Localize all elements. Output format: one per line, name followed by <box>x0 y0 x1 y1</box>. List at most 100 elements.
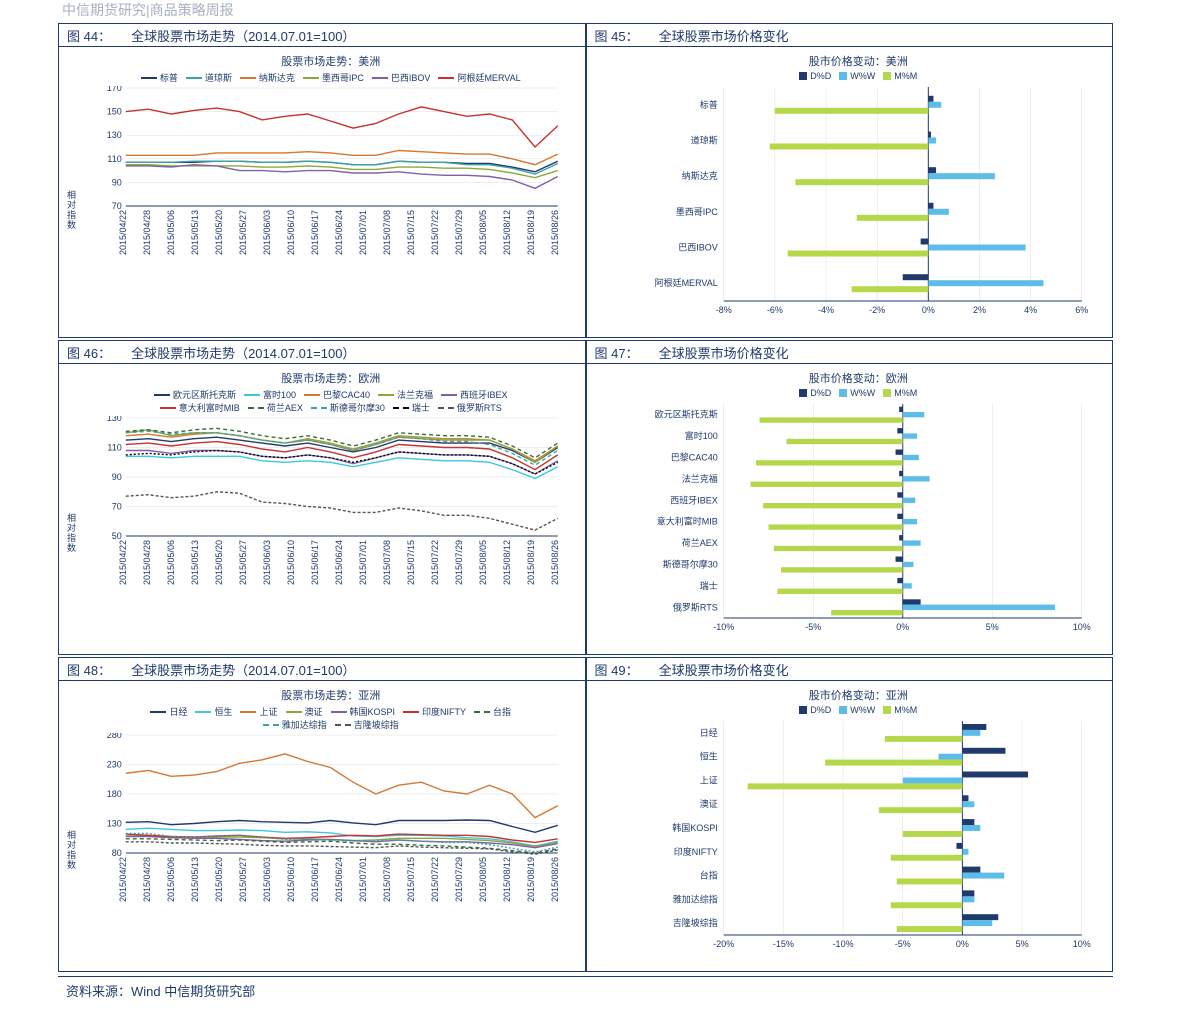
legend-item: 瑞士 <box>393 401 430 414</box>
legend-item: 法兰克福 <box>378 388 433 401</box>
svg-text:墨西哥IPC: 墨西哥IPC <box>675 207 718 217</box>
y-axis-label: 相对指数 <box>65 830 78 870</box>
svg-text:意大利富时MIB: 意大利富时MIB <box>656 516 717 527</box>
svg-text:2015/04/22: 2015/04/22 <box>118 540 128 585</box>
svg-text:台指: 台指 <box>699 870 717 881</box>
chart-45: 图 45： 全球股票市场价格变化 股市价格变动：美洲D%DW%WM%M-8%-6… <box>586 23 1114 338</box>
svg-text:230: 230 <box>107 760 122 770</box>
svg-text:吉隆坡综指: 吉隆坡综指 <box>672 917 717 928</box>
chart-inner-title: 股市价格变动：欧洲 <box>617 370 1101 386</box>
legend: 日经恒生上证澳证韩国KOSPI印度NIFTY台指雅加达综指吉隆坡综指 <box>89 705 573 731</box>
legend-item: W%W <box>839 388 875 398</box>
svg-text:2015/05/13: 2015/05/13 <box>190 210 200 255</box>
legend-item: 巴西IBOV <box>372 71 431 84</box>
y-axis-label: 相对指数 <box>65 513 78 553</box>
chart-header: 图 47： 全球股票市场价格变化 <box>587 341 1113 364</box>
svg-text:2015/06/24: 2015/06/24 <box>334 540 344 585</box>
svg-text:2015/07/01: 2015/07/01 <box>358 540 368 585</box>
svg-text:180: 180 <box>107 789 122 799</box>
legend: D%DW%WM%M <box>617 705 1101 715</box>
legend-item: 意大利富时MIB <box>160 401 240 414</box>
svg-text:2015/07/01: 2015/07/01 <box>358 210 368 255</box>
fig-num: 图 46： <box>67 343 111 362</box>
fig-title: 全球股票市场走势（2014.07.01=100） <box>131 660 355 679</box>
svg-text:印度NIFTY: 印度NIFTY <box>673 846 717 857</box>
svg-text:2015/07/08: 2015/07/08 <box>382 210 392 255</box>
svg-text:2015/08/26: 2015/08/26 <box>550 857 560 902</box>
svg-text:-10%: -10% <box>713 622 734 632</box>
legend-item: 台指 <box>474 705 511 718</box>
svg-text:0%: 0% <box>896 622 909 632</box>
svg-text:2015/05/20: 2015/05/20 <box>214 857 224 902</box>
svg-text:2015/05/06: 2015/05/06 <box>166 540 176 585</box>
svg-text:斯德哥尔摩30: 斯德哥尔摩30 <box>662 559 717 570</box>
chart-inner-title: 股票市场走势：美洲 <box>89 53 573 69</box>
fig-num: 图 44： <box>67 26 111 45</box>
svg-text:法兰克福: 法兰克福 <box>681 473 717 484</box>
svg-text:-15%: -15% <box>772 939 793 949</box>
svg-text:130: 130 <box>107 130 122 140</box>
legend-item: 西班牙IBEX <box>441 388 508 401</box>
legend-item: D%D <box>799 388 831 398</box>
svg-text:2015/06/10: 2015/06/10 <box>286 540 296 585</box>
legend-item: D%D <box>799 705 831 715</box>
svg-text:130: 130 <box>107 819 122 829</box>
chart-header: 图 48： 全球股票市场走势（2014.07.01=100） <box>59 658 585 681</box>
svg-text:2015/05/27: 2015/05/27 <box>238 540 248 585</box>
legend-item: 上证 <box>240 705 277 718</box>
svg-text:10%: 10% <box>1072 622 1090 632</box>
legend-item: 富时100 <box>244 388 296 401</box>
chart-grid: 图 44： 全球股票市场走势（2014.07.01=100） 股票市场走势：美洲… <box>58 23 1113 974</box>
fig-num: 图 47： <box>595 343 639 362</box>
fig-title: 全球股票市场价格变化 <box>659 343 789 362</box>
svg-text:2015/08/26: 2015/08/26 <box>550 210 560 255</box>
svg-text:2015/04/22: 2015/04/22 <box>118 857 128 902</box>
svg-text:2015/07/22: 2015/07/22 <box>430 857 440 902</box>
svg-text:0%: 0% <box>955 939 968 949</box>
fig-num: 图 48： <box>67 660 111 679</box>
svg-text:110: 110 <box>107 443 121 453</box>
svg-text:2015/07/15: 2015/07/15 <box>406 857 416 902</box>
svg-text:2015/08/05: 2015/08/05 <box>478 210 488 255</box>
legend-item: 斯德哥尔摩30 <box>311 401 385 414</box>
legend-item: 吉隆坡综指 <box>335 718 399 731</box>
svg-text:2015/07/22: 2015/07/22 <box>430 210 440 255</box>
svg-text:170: 170 <box>107 86 122 93</box>
svg-text:2015/05/27: 2015/05/27 <box>238 857 248 902</box>
legend: 欧元区斯托克斯富时100巴黎CAC40法兰克福西班牙IBEX意大利富时MIB荷兰… <box>89 388 573 414</box>
svg-text:0%: 0% <box>921 305 934 315</box>
fig-title: 全球股票市场价格变化 <box>659 26 789 45</box>
svg-text:2015/06/10: 2015/06/10 <box>286 857 296 902</box>
svg-text:澳证: 澳证 <box>699 798 717 809</box>
svg-text:80: 80 <box>112 848 122 858</box>
chart-header: 图 46： 全球股票市场走势（2014.07.01=100） <box>59 341 585 364</box>
svg-text:5%: 5% <box>1015 939 1028 949</box>
svg-text:俄罗斯RTS: 俄罗斯RTS <box>672 601 717 612</box>
svg-text:2015/08/12: 2015/08/12 <box>502 857 512 902</box>
svg-text:恒生: 恒生 <box>699 751 717 762</box>
svg-text:2015/05/06: 2015/05/06 <box>166 857 176 902</box>
svg-text:2015/05/20: 2015/05/20 <box>214 540 224 585</box>
svg-text:10%: 10% <box>1072 939 1090 949</box>
svg-text:纳斯达克: 纳斯达克 <box>681 170 717 181</box>
svg-text:-8%: -8% <box>715 305 731 315</box>
svg-text:-5%: -5% <box>894 939 910 949</box>
svg-text:2015/07/08: 2015/07/08 <box>382 540 392 585</box>
legend-item: W%W <box>839 71 875 81</box>
legend-item: 欧元区斯托克斯 <box>154 388 236 401</box>
svg-text:280: 280 <box>107 733 122 740</box>
chart-inner-title: 股票市场走势：欧洲 <box>89 370 573 386</box>
y-axis-label: 相对指数 <box>65 190 78 230</box>
chart-header: 图 45： 全球股票市场价格变化 <box>587 24 1113 47</box>
svg-text:2015/07/22: 2015/07/22 <box>430 540 440 585</box>
svg-text:70: 70 <box>112 502 122 512</box>
svg-text:2015/08/19: 2015/08/19 <box>526 857 536 902</box>
svg-text:2015/04/22: 2015/04/22 <box>118 210 128 255</box>
svg-text:2015/05/20: 2015/05/20 <box>214 210 224 255</box>
svg-text:欧元区斯托克斯: 欧元区斯托克斯 <box>654 409 717 420</box>
legend-item: 澳证 <box>286 705 323 718</box>
legend-item: 印度NIFTY <box>403 705 466 718</box>
svg-text:巴黎CAC40: 巴黎CAC40 <box>670 452 717 463</box>
chart-header: 图 44： 全球股票市场走势（2014.07.01=100） <box>59 24 585 47</box>
legend-item: 纳斯达克 <box>240 71 295 84</box>
